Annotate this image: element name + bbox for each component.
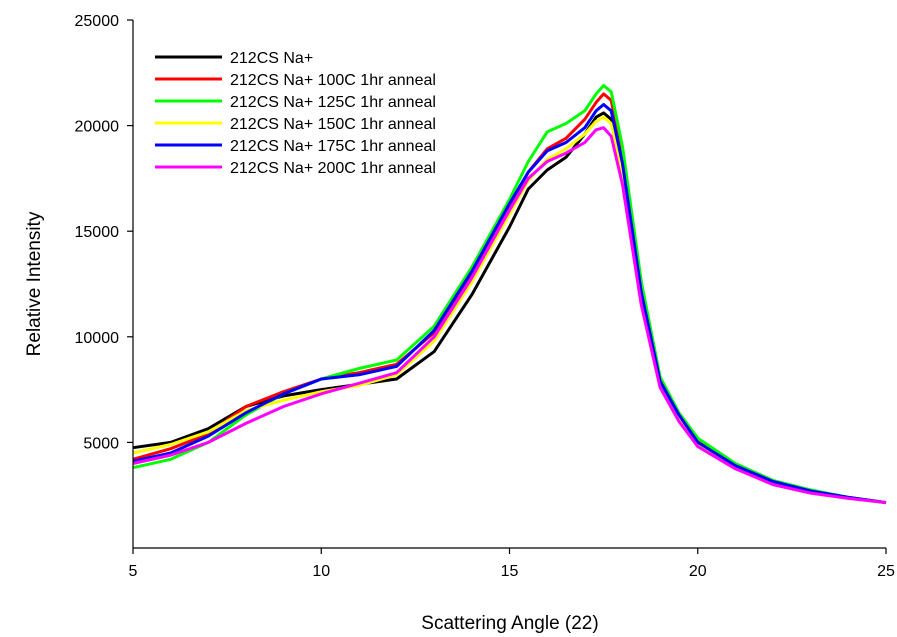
y-tick-label: 5000 bbox=[83, 435, 119, 452]
x-tick-label: 25 bbox=[877, 563, 895, 580]
legend: 212CS Na+ 212CS Na+ 100C 1hr anneal 212CS … bbox=[155, 50, 436, 177]
plot-lines bbox=[132, 84, 887, 505]
x-tick-label: 5 bbox=[129, 563, 138, 580]
x-tick-label: 10 bbox=[312, 563, 330, 580]
y-axis-label: Relative Intensity bbox=[24, 211, 45, 356]
x-tick-label: 20 bbox=[689, 563, 707, 580]
y-tick-label: 10000 bbox=[75, 330, 120, 347]
x-axis-label: Scattering Angle (22) bbox=[421, 613, 598, 634]
legend-label-5: 212CS Na+ 175C 1hr anneal bbox=[230, 138, 436, 155]
legend-label-2: 212CS Na+ 100C 1hr anneal bbox=[230, 72, 436, 89]
axes: 5 10 15 20 25 5000 10000 15000 20000 25000 bbox=[75, 13, 896, 580]
legend-label-1: 212CS Na+ bbox=[230, 50, 313, 67]
series-line-5 bbox=[132, 103, 887, 505]
legend-label-3: 212CS Na+ 125C 1hr anneal bbox=[230, 94, 436, 111]
legend-label-6: 212CS Na+ 200C 1hr anneal bbox=[230, 160, 436, 177]
y-tick-label: 25000 bbox=[75, 13, 120, 30]
y-tick-label: 20000 bbox=[75, 119, 120, 136]
y-tick-label: 15000 bbox=[75, 224, 120, 241]
x-tick-label: 15 bbox=[501, 563, 519, 580]
series-line-6 bbox=[132, 126, 887, 505]
legend-label-4: 212CS Na+ 150C 1hr anneal bbox=[230, 116, 436, 133]
